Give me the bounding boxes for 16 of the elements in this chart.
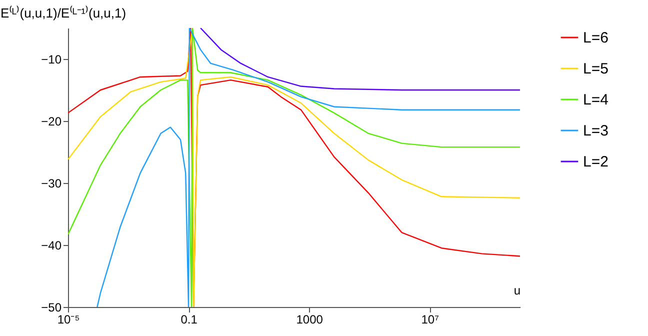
y-tick-label: −10 — [41, 52, 62, 66]
x-tick-label: 1000 — [296, 312, 324, 326]
legend-label: L=6 — [583, 30, 608, 46]
y-tick-label: −50 — [41, 300, 62, 314]
y-tick-label: −20 — [41, 114, 62, 128]
y-tick-label: −30 — [41, 176, 62, 190]
legend-label: L=5 — [583, 60, 608, 78]
y-axis-title: E⁽ᴸ⁾(u,u,1)/E⁽ᴸ⁻¹⁾(u,u,1) — [0, 6, 126, 20]
x-tick-label: 10⁷ — [421, 312, 439, 326]
legend-label: L=2 — [583, 154, 608, 170]
legend-label: L=3 — [583, 122, 608, 140]
legend-label: L=4 — [583, 92, 608, 108]
x-tick-label: 10⁻⁵ — [57, 312, 80, 326]
x-axis-title: u — [514, 284, 520, 298]
y-tick-label: −40 — [41, 238, 62, 252]
x-tick-label: 0.1 — [180, 312, 198, 326]
